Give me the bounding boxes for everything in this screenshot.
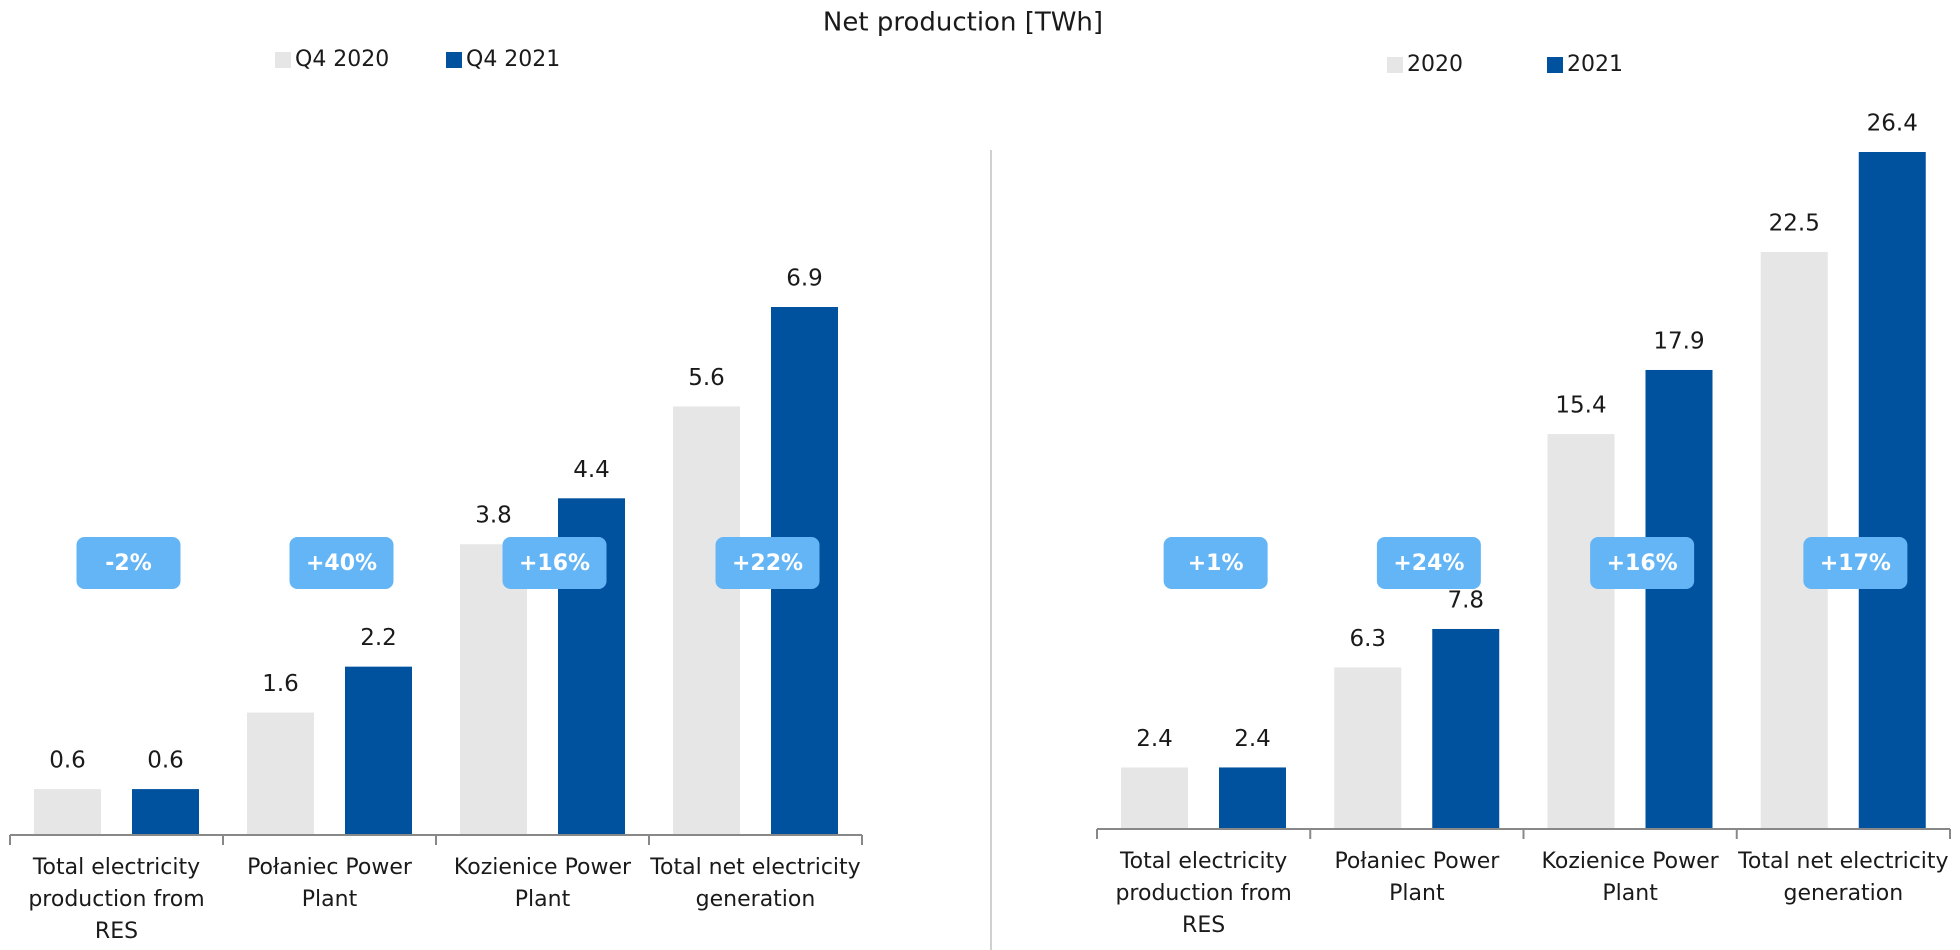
change-badge (1803, 537, 1908, 589)
legend-label: Q4 2021 (466, 47, 560, 72)
x-tick-label: Total net electricity generation (1738, 849, 1949, 906)
legend-label: Q4 2020 (295, 47, 389, 72)
value-label: 4.4 (573, 457, 610, 483)
value-label: 2.4 (1234, 726, 1271, 752)
bar (460, 544, 527, 835)
bar (673, 406, 740, 835)
legend-swatch (275, 52, 291, 68)
change-label: +16% (519, 551, 590, 576)
bar (1858, 152, 1926, 829)
legend-swatch (1387, 57, 1403, 73)
bar (1334, 667, 1402, 829)
value-label: 2.2 (360, 625, 397, 651)
bar (1432, 628, 1500, 829)
value-label: 15.4 (1555, 393, 1606, 419)
legend-swatch (446, 52, 462, 68)
legend-label: 2021 (1567, 52, 1623, 77)
value-label: 6.3 (1349, 626, 1386, 652)
change-badge (76, 537, 181, 589)
chart-title: Net production [TWh] (823, 8, 1103, 38)
x-tick-label: Total electricity production from RES (1115, 849, 1292, 938)
value-label: 17.9 (1653, 328, 1704, 354)
bar (1219, 767, 1286, 829)
value-label: 26.4 (1867, 111, 1918, 137)
value-label: 1.6 (262, 671, 299, 697)
change-badge (289, 537, 394, 589)
value-label: 7.8 (1447, 587, 1484, 613)
change-badge (502, 537, 607, 589)
x-tick-label: Total net electricity generation (650, 855, 861, 912)
value-label: 0.6 (147, 748, 184, 774)
change-label: +22% (732, 551, 803, 576)
bar (247, 712, 314, 835)
value-label: 22.5 (1769, 211, 1820, 237)
bar (1645, 369, 1713, 829)
x-tick-label: Połaniec Power Plant (247, 855, 412, 912)
x-tick-label: Kozienice Power Plant (1541, 849, 1719, 906)
change-badge (1163, 537, 1268, 589)
value-label: 6.9 (786, 266, 823, 292)
bar (345, 666, 412, 835)
change-label: +24% (1393, 551, 1464, 576)
change-label: +16% (1607, 551, 1678, 576)
change-badge (1590, 537, 1695, 589)
value-label: 2.4 (1136, 726, 1173, 752)
bar (132, 789, 199, 835)
change-badge (715, 537, 820, 589)
bar (34, 789, 101, 835)
change-label: +17% (1820, 551, 1891, 576)
x-tick-label: Total electricity production from RES (28, 855, 205, 944)
value-label: 5.6 (688, 365, 725, 391)
change-label: +1% (1188, 551, 1244, 576)
value-label: 0.6 (49, 748, 86, 774)
legend-swatch (1547, 57, 1563, 73)
bar (1121, 767, 1188, 829)
x-tick-label: Połaniec Power Plant (1334, 849, 1500, 906)
x-tick-label: Kozienice Power Plant (453, 855, 632, 912)
change-badge (1376, 537, 1481, 589)
change-label: +40% (306, 551, 377, 576)
value-label: 3.8 (475, 503, 512, 529)
bar (1547, 434, 1615, 829)
change-label: -2% (105, 551, 151, 576)
legend-label: 2020 (1407, 52, 1463, 77)
